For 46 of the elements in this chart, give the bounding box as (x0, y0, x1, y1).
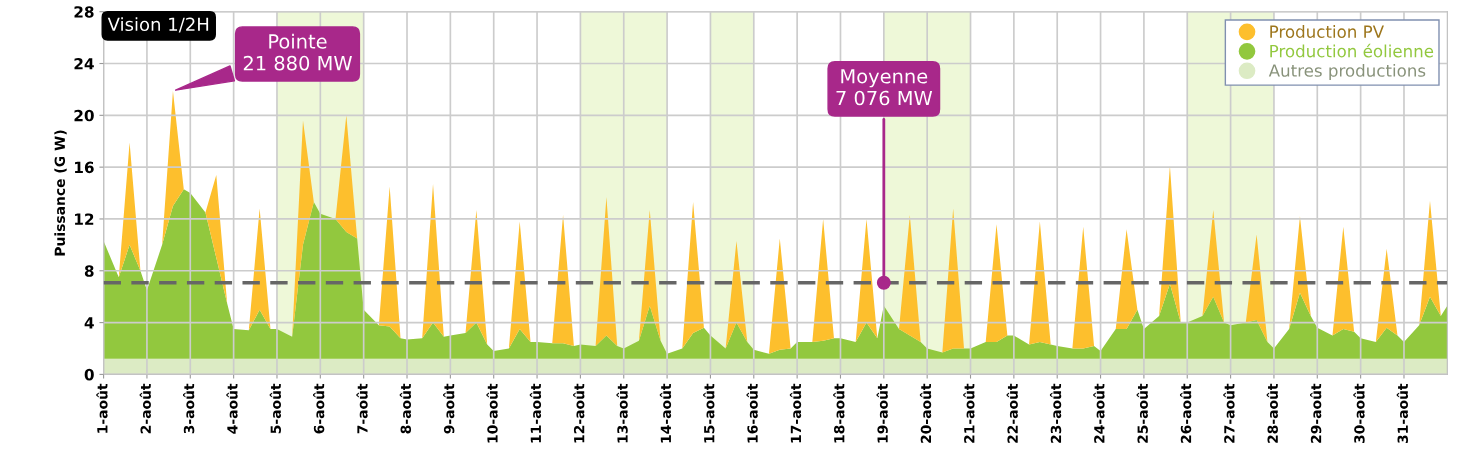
x-tick-label: 30-août (1353, 383, 1365, 444)
y-tick-label: 12 (75, 213, 94, 225)
x-tick-label: 2-août (139, 383, 151, 434)
x-tick-label: 9-août (443, 383, 455, 434)
y-tick-label: 0 (84, 368, 94, 381)
x-tick-label: 6-août (313, 383, 325, 434)
annotation: Moyenne 7 076 MW (836, 69, 933, 106)
y-tick-label: 28 (74, 6, 94, 18)
y-axis-title: Puissance (G W) (54, 130, 67, 256)
x-tick-label: 27-août (1223, 383, 1235, 443)
x-tick-label: 4-août (226, 383, 238, 434)
x-tick-label: 16-août (746, 383, 758, 443)
x-tick-label: 8-août (399, 383, 412, 434)
legend-label: Autres productions (1268, 63, 1426, 81)
legend-label: Production éolienne (1270, 43, 1434, 58)
x-tick-label: 21-août (963, 383, 975, 443)
x-tick-label: 17-août (789, 383, 802, 443)
x-tick-label: 24-août (1093, 383, 1105, 443)
x-tick-label: 23-août (1049, 383, 1062, 443)
x-tick-label: 31-août (1396, 383, 1409, 444)
y-tick-label: 20 (74, 109, 94, 122)
x-tick-label: 10-août (486, 383, 498, 443)
x-tick-label: 18-août (833, 383, 845, 443)
x-tick-label: 19-août (876, 383, 888, 443)
x-tick-label: 12-août (573, 383, 585, 443)
x-tick-label: 11-août (529, 383, 542, 443)
x-tick-label: 29-août (1310, 383, 1322, 443)
y-tick-label: 16 (75, 161, 94, 174)
x-tick-label: 13-août (616, 383, 628, 443)
x-tick-label: 25-août (1136, 383, 1148, 443)
x-tick-label: 15-août (703, 383, 715, 443)
x-tick-label: 14-août (659, 383, 672, 443)
x-tick-label: 5-août (269, 383, 281, 434)
x-tick-label: 7-août (356, 383, 368, 434)
x-tick-label: 26-août (1179, 383, 1192, 443)
x-tick-label: 20-août (919, 383, 932, 443)
x-tick-label: 22-août (1006, 383, 1018, 443)
y-tick-label: 4 (84, 317, 94, 329)
y-tick-label: 24 (74, 57, 94, 70)
chart-title: Vision 1/2H (107, 17, 209, 33)
x-tick-label: 3-août (183, 383, 195, 434)
x-tick-label: 1-août (96, 383, 108, 433)
x-tick-label: 28-août (1266, 383, 1278, 443)
legend-label: Production PV (1270, 25, 1384, 38)
annotation: Pointe 21 880 MW (243, 33, 352, 71)
y-tick-label: 8 (84, 265, 94, 277)
